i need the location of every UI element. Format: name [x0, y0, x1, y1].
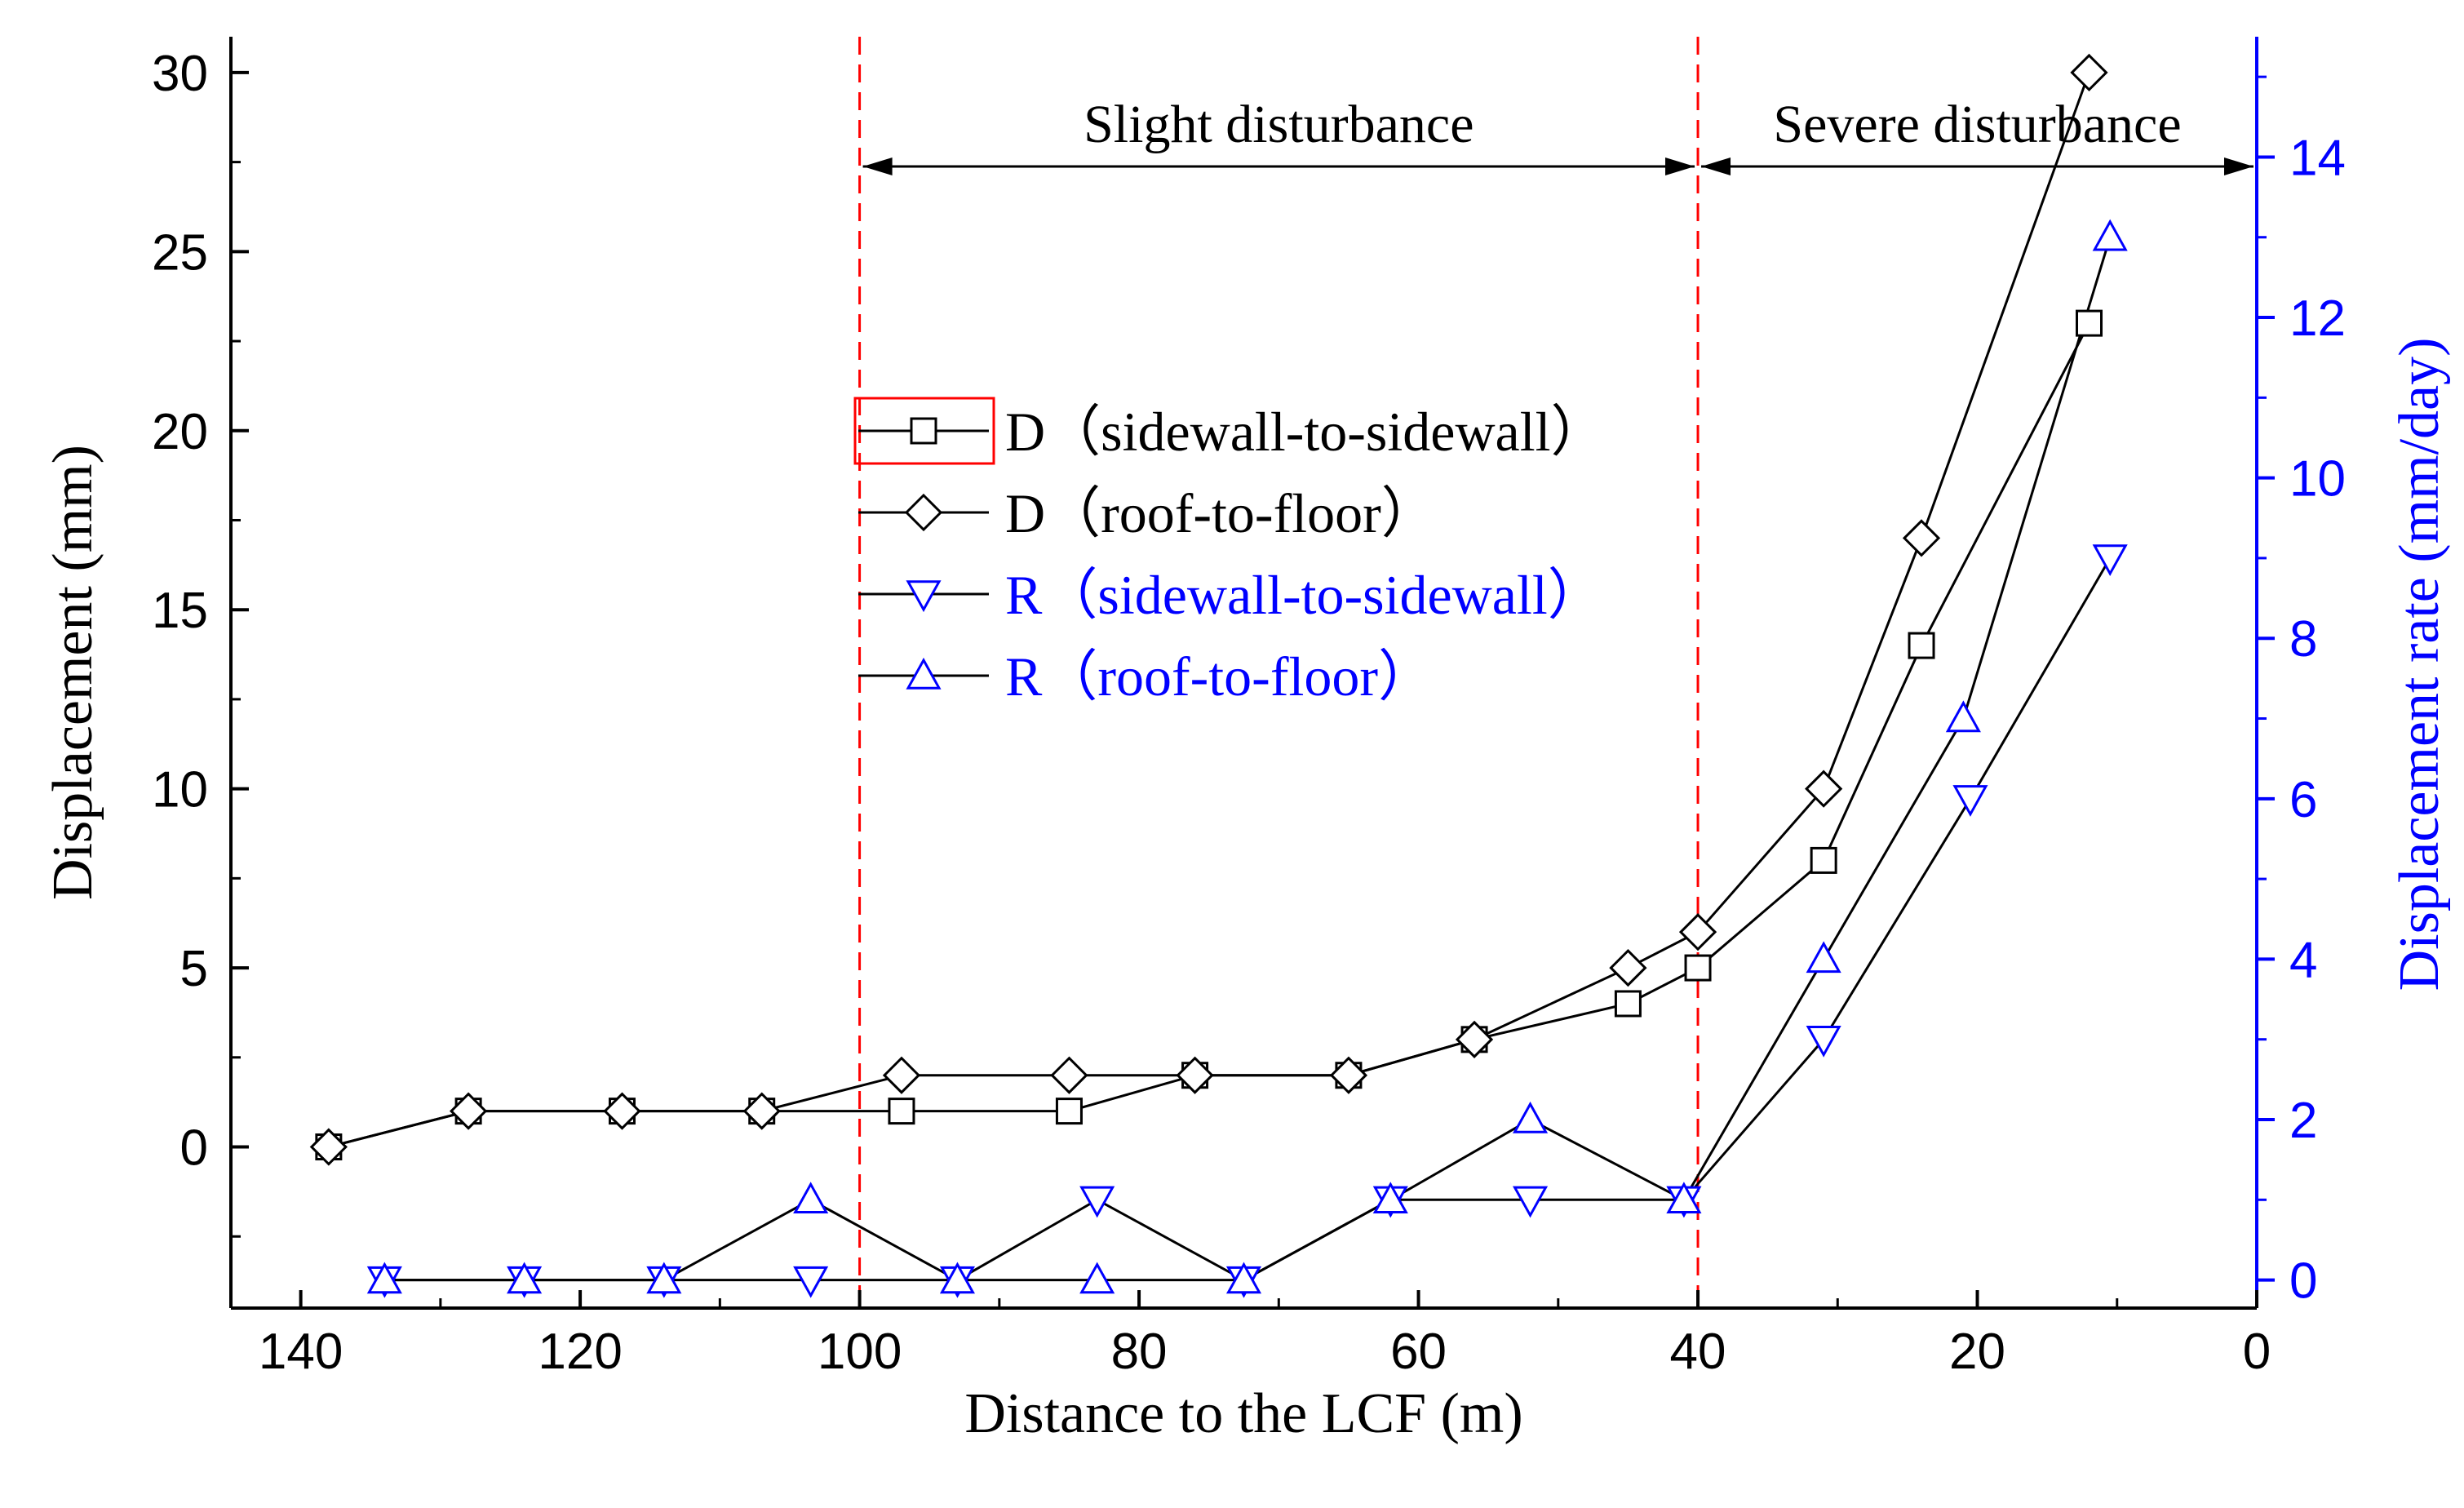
legend-label: R（roof-to-floor）: [1005, 645, 1434, 707]
axes-layer: 140 120 100 80 60 40 20 00510152025300246810121…: [42, 37, 2451, 1445]
zone-label: Severe disturbance: [1773, 95, 2181, 154]
legend-label: R（sidewall-to-sidewall）: [1005, 564, 1603, 626]
x-tick-label: 100: [818, 1324, 902, 1380]
data-point-R_roof: [646, 1262, 682, 1294]
data-point-D_sidewall: [1810, 846, 1837, 874]
data-point-R_roof: [1512, 1101, 1549, 1133]
data-point-R_sidewall: [2092, 544, 2128, 577]
data-point-R_roof: [1079, 1262, 1115, 1294]
y-right-tick-label: 6: [2289, 772, 2317, 828]
x-axis-title: Distance to the LCF (m): [964, 1382, 1522, 1445]
data-point-R_sidewall: [1079, 1186, 1115, 1218]
legend-layer: D（sidewall-to-sidewall） D（roof-to-floor） R…: [853, 397, 1606, 707]
data-point-R_sidewall: [1512, 1186, 1549, 1218]
data-point-D_sidewall: [1055, 1098, 1083, 1125]
y-right-tick-label: 0: [2289, 1253, 2317, 1310]
y-left-axis-title: Displacement (mm): [42, 445, 104, 900]
data-point-R_roof: [939, 1262, 976, 1294]
data-point-R_sidewall: [793, 1266, 829, 1298]
y-right-tick-label: 10: [2289, 451, 2346, 508]
y-left-tick-label: 30: [152, 46, 208, 102]
series-layer: [309, 53, 2128, 1298]
x-tick-label: 80: [1111, 1324, 1168, 1380]
y-right-tick-label: 14: [2289, 130, 2346, 186]
data-point-D_sidewall: [1908, 632, 1935, 659]
data-point-D_roof: [1176, 1056, 1214, 1094]
data-point-D_sidewall: [2076, 309, 2103, 337]
data-point-R_roof: [1806, 941, 1841, 974]
data-point-D_roof: [1455, 1020, 1494, 1058]
data-point-D_sidewall: [1614, 990, 1642, 1018]
data-point-D_roof: [449, 1092, 488, 1130]
x-tick-label: 140: [259, 1324, 343, 1380]
data-point-D_roof: [309, 1128, 348, 1166]
series-line-D_roof: [328, 72, 2090, 1148]
data-point-D_roof: [882, 1056, 921, 1094]
data-point-R_roof: [507, 1262, 543, 1294]
data-point-D_roof: [1609, 948, 1647, 987]
data-point-R_roof: [1945, 700, 1981, 733]
y-left-tick-label: 5: [180, 941, 208, 997]
data-point-D_roof: [1902, 519, 1941, 557]
data-point-R_roof: [1225, 1262, 1262, 1294]
zone-arrowhead-left: [862, 157, 893, 175]
y-left-tick-label: 0: [180, 1120, 208, 1177]
y-right-tick-label: 2: [2289, 1093, 2317, 1149]
zone-arrowhead-left: [1701, 157, 1731, 175]
data-point-D_roof: [603, 1092, 641, 1130]
data-point-R_roof: [793, 1182, 829, 1213]
legend-label: D（sidewall-to-sidewall）: [1005, 401, 1606, 463]
legend-marker: [906, 657, 942, 690]
y-right-tick-label: 8: [2289, 611, 2317, 668]
data-point-R_sidewall: [1952, 785, 1988, 817]
data-point-D_sidewall: [1684, 954, 1712, 982]
x-tick-label: 120: [538, 1324, 622, 1380]
zone-arrowhead-right: [1665, 157, 1695, 175]
zones-layer: Slight disturbance Severe disturbance: [858, 37, 2253, 1308]
legend-marker: [910, 417, 937, 445]
data-point-D_roof: [1678, 913, 1717, 951]
x-tick-label: 40: [1670, 1324, 1726, 1380]
data-point-D_sidewall: [888, 1098, 915, 1125]
data-point-R_roof: [1372, 1182, 1408, 1213]
y-left-tick-label: 15: [152, 583, 208, 639]
data-point-R_sidewall: [1806, 1026, 1841, 1058]
data-point-D_roof: [1329, 1056, 1368, 1094]
zone-label: Slight disturbance: [1084, 95, 1474, 154]
x-tick-label: 60: [1390, 1324, 1447, 1380]
zone-arrowhead-right: [2224, 157, 2253, 175]
x-tick-label: 20: [1949, 1324, 2005, 1380]
data-point-R_roof: [366, 1262, 402, 1294]
y-left-tick-label: 20: [152, 404, 208, 460]
data-point-D_roof: [742, 1092, 781, 1130]
data-point-D_roof: [2070, 53, 2108, 92]
data-point-R_roof: [2092, 219, 2128, 251]
y-right-axis-title: Displacement rate (mm/day): [2388, 338, 2451, 991]
data-point-D_roof: [1050, 1056, 1088, 1094]
y-right-tick-label: 12: [2289, 291, 2346, 347]
legend-marker: [906, 580, 942, 613]
x-tick-label: 0: [2243, 1324, 2271, 1380]
legend-label: D（roof-to-floor）: [1005, 482, 1437, 544]
data-point-D_roof: [1805, 770, 1843, 808]
y-left-tick-label: 10: [152, 762, 208, 818]
data-point-R_roof: [1666, 1182, 1702, 1213]
legend-marker: [904, 493, 943, 532]
legend-selection-box: [853, 397, 995, 465]
y-right-tick-label: 4: [2289, 932, 2317, 988]
y-left-tick-label: 25: [152, 224, 208, 281]
